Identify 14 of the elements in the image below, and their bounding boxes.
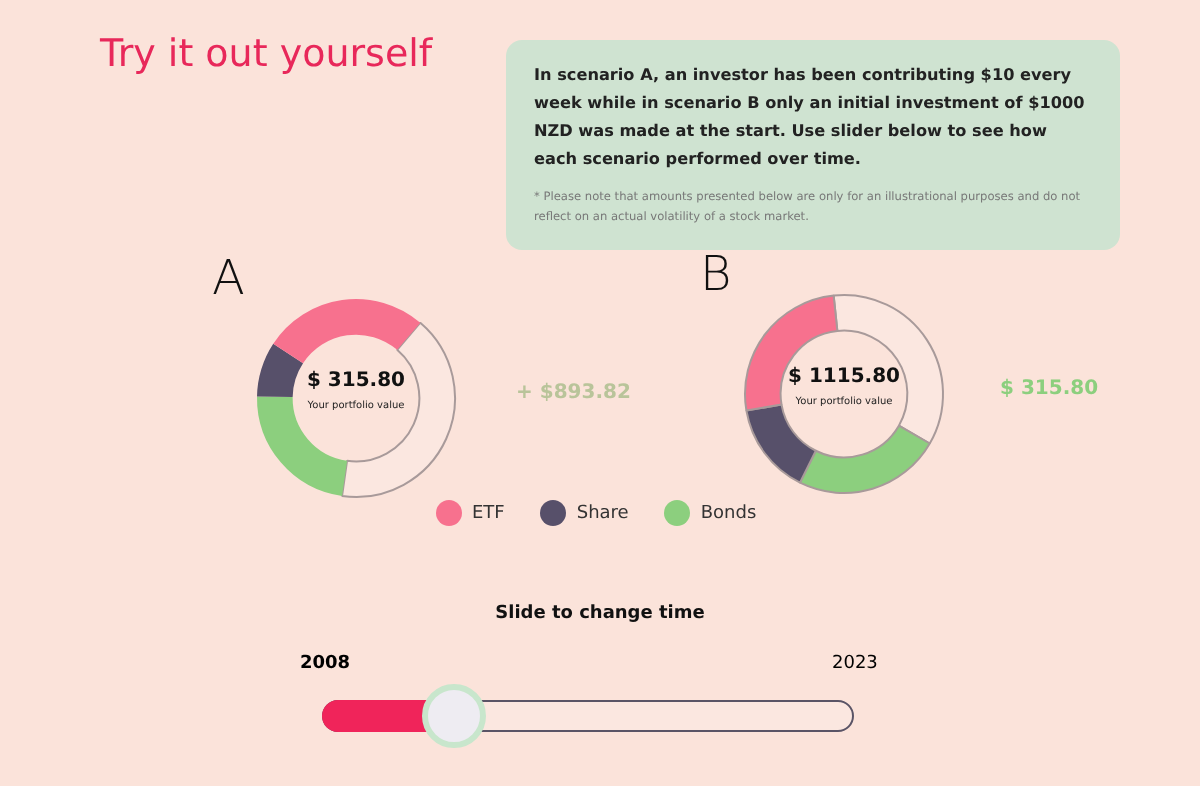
text: + $893.82: [516, 382, 631, 404]
text: $ 315.80: [1000, 378, 1099, 400]
text: $ 315.80: [304, 370, 408, 392]
chart-title: B: [700, 246, 732, 302]
legend-label: ETF: [472, 503, 505, 523]
chart-title: A: [212, 250, 245, 306]
text: In scenario A, an investor has been contributing $10 every week while in scenario B only an initial investment of $1000 NZD was made at the start. Use slider below to see how each scenario performed over time.: [534, 62, 1087, 172]
text: 2023: [832, 654, 878, 674]
text: $ 1115.80: [786, 366, 902, 388]
text: Slide to change time: [493, 604, 707, 624]
text: Try it out yourself: [100, 32, 433, 76]
text: 2008: [300, 654, 351, 674]
legend-label: Share: [576, 503, 629, 523]
legend-label: Bonds: [700, 503, 757, 523]
